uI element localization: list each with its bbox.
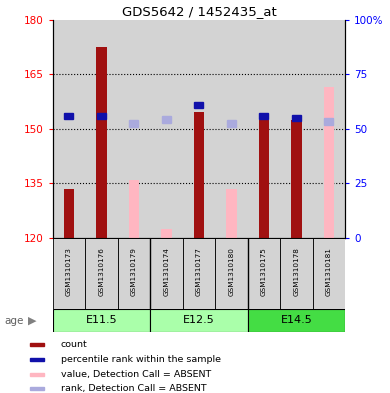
Bar xyxy=(129,120,138,127)
Text: GSM1310175: GSM1310175 xyxy=(261,247,267,296)
Bar xyxy=(30,373,44,376)
Text: GSM1310178: GSM1310178 xyxy=(293,247,300,296)
Bar xyxy=(30,343,44,346)
Bar xyxy=(97,113,106,119)
Bar xyxy=(161,229,172,238)
Bar xyxy=(150,238,183,309)
Text: GSM1310176: GSM1310176 xyxy=(98,247,105,296)
Bar xyxy=(259,113,268,119)
Bar xyxy=(96,47,106,238)
Bar xyxy=(194,112,204,238)
Bar xyxy=(118,20,150,238)
Text: percentile rank within the sample: percentile rank within the sample xyxy=(61,355,221,364)
Bar xyxy=(85,238,118,309)
Bar xyxy=(150,20,183,238)
Text: rank, Detection Call = ABSENT: rank, Detection Call = ABSENT xyxy=(61,384,206,393)
Bar xyxy=(64,189,74,238)
Bar xyxy=(324,118,333,125)
Text: GSM1310174: GSM1310174 xyxy=(163,247,169,296)
Text: E14.5: E14.5 xyxy=(280,315,312,325)
Bar xyxy=(30,387,44,391)
Text: value, Detection Call = ABSENT: value, Detection Call = ABSENT xyxy=(61,370,211,378)
Bar xyxy=(30,358,44,361)
Bar xyxy=(313,20,345,238)
Bar xyxy=(226,189,237,238)
Text: GSM1310177: GSM1310177 xyxy=(196,247,202,296)
Bar xyxy=(248,238,280,309)
Bar xyxy=(248,20,280,238)
Bar xyxy=(248,309,345,332)
Text: E12.5: E12.5 xyxy=(183,315,215,325)
Text: age: age xyxy=(4,316,23,326)
Bar xyxy=(183,238,215,309)
Bar xyxy=(215,20,248,238)
Title: GDS5642 / 1452435_at: GDS5642 / 1452435_at xyxy=(122,6,276,18)
Bar xyxy=(129,180,139,238)
Text: E11.5: E11.5 xyxy=(85,315,117,325)
Bar xyxy=(313,238,345,309)
Text: count: count xyxy=(61,340,87,349)
Bar xyxy=(64,113,73,119)
Bar xyxy=(53,238,85,309)
Bar xyxy=(162,116,171,123)
Text: GSM1310179: GSM1310179 xyxy=(131,247,137,296)
Bar xyxy=(324,87,334,238)
Bar xyxy=(53,309,150,332)
Bar xyxy=(85,20,118,238)
Bar xyxy=(215,238,248,309)
Text: GSM1310180: GSM1310180 xyxy=(229,247,234,296)
Bar xyxy=(118,238,150,309)
Bar xyxy=(280,238,313,309)
Bar xyxy=(150,309,248,332)
Text: ▶: ▶ xyxy=(28,316,37,326)
Bar xyxy=(291,119,301,238)
Bar xyxy=(227,120,236,127)
Bar xyxy=(292,114,301,121)
Bar xyxy=(53,20,85,238)
Bar xyxy=(183,20,215,238)
Bar xyxy=(280,20,313,238)
Text: GSM1310173: GSM1310173 xyxy=(66,247,72,296)
Text: GSM1310181: GSM1310181 xyxy=(326,247,332,296)
Bar xyxy=(194,102,204,108)
Bar xyxy=(259,119,269,238)
